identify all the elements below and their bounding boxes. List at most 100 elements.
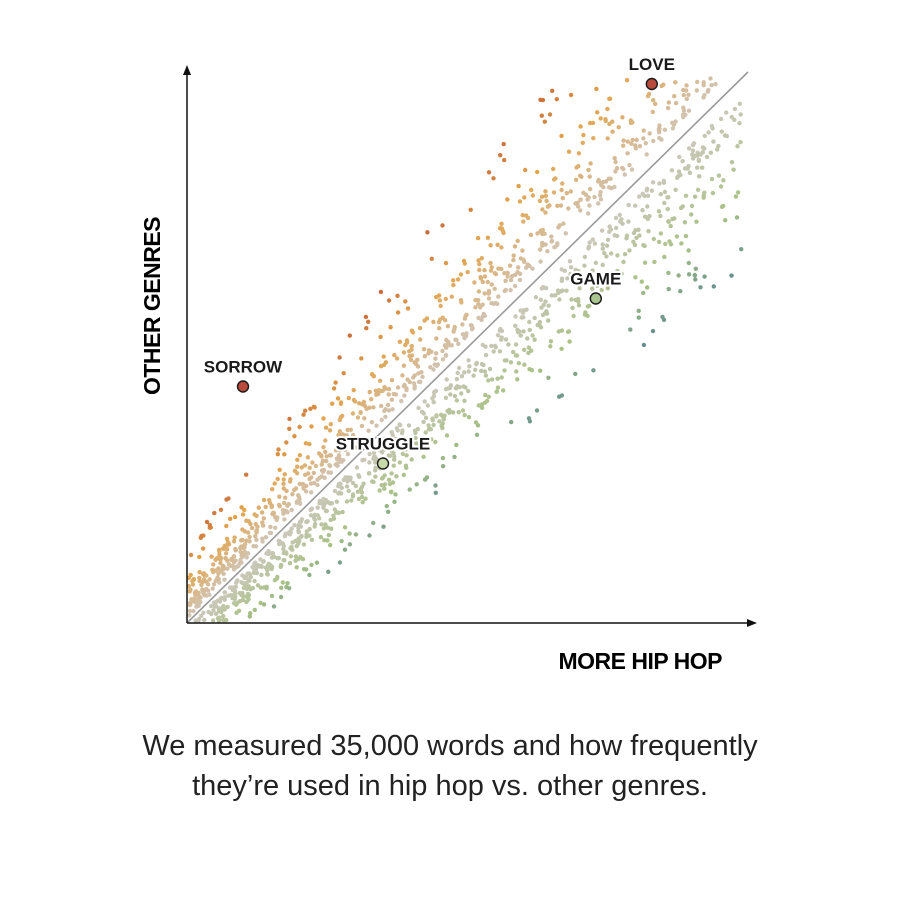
word-dot: [264, 551, 269, 556]
word-dot: [573, 177, 579, 182]
word-dot: [378, 289, 384, 295]
word-dot: [312, 521, 318, 527]
word-dot: [355, 415, 361, 420]
word-dot: [684, 83, 689, 88]
word-dot: [695, 165, 700, 170]
word-dot: [415, 357, 420, 362]
word-dot: [437, 326, 442, 331]
word-dot: [543, 189, 548, 194]
word-dot: [641, 290, 646, 296]
word-dot: [258, 585, 264, 590]
word-dot: [513, 342, 519, 347]
word-dot: [641, 342, 647, 348]
word-dot: [682, 220, 688, 225]
word-dot: [270, 511, 275, 517]
word-dot: [386, 392, 391, 397]
word-dot: [451, 282, 456, 288]
word-dot: [452, 393, 458, 399]
word-dot: [440, 357, 446, 362]
word-dot: [265, 568, 270, 573]
word-dot: [437, 419, 442, 424]
word-dot: [486, 378, 491, 383]
word-dot: [590, 268, 595, 273]
word-dot: [629, 141, 634, 146]
word-dot: [571, 277, 576, 283]
word-dot: [599, 287, 604, 293]
word-dot: [701, 80, 706, 85]
word-dot: [402, 393, 407, 398]
word-dot: [591, 136, 596, 141]
word-dot: [456, 410, 461, 415]
highlight-dot-struggle: [376, 457, 390, 470]
word-dot: [670, 120, 675, 126]
word-dot: [201, 572, 206, 577]
word-dot: [476, 258, 481, 263]
word-dot: [220, 604, 226, 610]
word-dot: [389, 471, 394, 476]
word-dot: [613, 215, 619, 221]
word-dot: [627, 162, 632, 168]
word-dot: [598, 197, 604, 202]
word-dot: [389, 430, 394, 435]
word-dot: [587, 303, 592, 309]
word-dot: [509, 419, 514, 425]
word-dot: [729, 114, 734, 120]
word-dot: [627, 248, 632, 253]
word-dot: [371, 520, 376, 526]
word-dot: [585, 211, 591, 216]
word-dot: [269, 593, 275, 599]
word-dot: [643, 141, 648, 146]
word-dot: [366, 428, 371, 433]
word-dot: [353, 483, 359, 489]
word-dot: [293, 538, 298, 544]
word-dot: [242, 542, 248, 547]
word-dot: [518, 333, 523, 338]
word-dot: [296, 525, 301, 531]
word-dot: [219, 568, 224, 573]
word-dot: [214, 556, 220, 561]
word-dot: [716, 143, 721, 149]
word-dot: [658, 231, 663, 236]
word-dot: [677, 154, 682, 160]
word-dot: [289, 507, 294, 513]
word-dot: [455, 370, 460, 376]
word-dot: [382, 482, 388, 487]
word-dot: [695, 187, 701, 192]
word-dot: [341, 371, 346, 376]
word-dot: [569, 297, 574, 302]
word-dot: [308, 507, 313, 513]
word-dot: [288, 554, 294, 559]
word-dot: [569, 273, 574, 278]
word-dot: [605, 106, 610, 112]
word-dot: [488, 260, 493, 266]
word-dot: [662, 189, 668, 195]
word-dot: [287, 532, 293, 537]
word-dot: [381, 524, 386, 529]
word-dot: [556, 225, 561, 230]
word-dot: [517, 277, 523, 283]
word-dot: [462, 335, 467, 341]
word-dot: [422, 354, 427, 359]
word-dot: [247, 534, 252, 540]
word-dot: [312, 512, 317, 517]
scatter-chart: LOVE GAME SORROW STRUGGLE MORE HIP HOP OTHE…: [139, 53, 757, 674]
word-dot: [381, 354, 386, 359]
word-dot: [302, 483, 307, 488]
word-dot: [568, 265, 574, 270]
word-dot: [373, 460, 378, 465]
word-dot: [478, 276, 484, 281]
word-dot: [362, 416, 367, 421]
word-dot: [425, 403, 430, 408]
word-dot: [508, 288, 513, 293]
word-dot: [434, 336, 439, 341]
word-dot: [245, 591, 251, 597]
word-dot: [692, 194, 698, 199]
word-dot: [495, 385, 501, 390]
word-dot: [401, 383, 407, 389]
word-dot: [680, 204, 685, 209]
word-dot: [718, 116, 724, 122]
word-dot: [605, 286, 610, 291]
word-dot: [217, 580, 222, 585]
word-dot: [342, 525, 348, 530]
word-dot: [444, 337, 449, 343]
